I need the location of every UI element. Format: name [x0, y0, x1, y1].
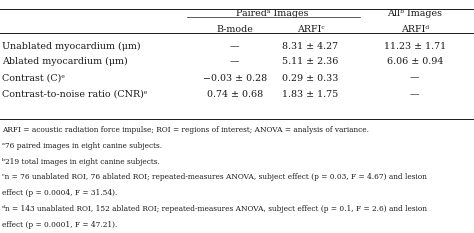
Text: Pairedᵃ Images: Pairedᵃ Images	[237, 9, 309, 17]
Text: —: —	[230, 42, 239, 51]
Text: Contrast-to-noise ratio (CNR)ᵉ: Contrast-to-noise ratio (CNR)ᵉ	[2, 90, 148, 99]
Text: effect (p = 0.0004, F = 31.54).: effect (p = 0.0004, F = 31.54).	[2, 189, 118, 197]
Text: Contrast (C)ᵉ: Contrast (C)ᵉ	[2, 74, 65, 82]
Text: ARFI = acoustic radiation force impulse; ROI = regions of interest; ANOVA = anal: ARFI = acoustic radiation force impulse;…	[2, 126, 369, 134]
Text: 11.23 ± 1.71: 11.23 ± 1.71	[383, 42, 446, 51]
Text: 0.74 ± 0.68: 0.74 ± 0.68	[207, 90, 263, 99]
Text: 5.11 ± 2.36: 5.11 ± 2.36	[283, 57, 338, 66]
Text: −0.03 ± 0.28: −0.03 ± 0.28	[202, 74, 267, 82]
Text: effect (p = 0.0001, F = 47.21).: effect (p = 0.0001, F = 47.21).	[2, 221, 118, 229]
Text: ᶜn = 76 unablated ROI, 76 ablated ROI; repeated-measures ANOVA, subject effect (: ᶜn = 76 unablated ROI, 76 ablated ROI; r…	[2, 173, 427, 181]
Text: Unablated myocardium (μm): Unablated myocardium (μm)	[2, 42, 141, 51]
Text: —: —	[410, 74, 419, 82]
Text: —: —	[230, 57, 239, 66]
Text: Allᵇ Images: Allᵇ Images	[387, 9, 442, 17]
Text: 1.83 ± 1.75: 1.83 ± 1.75	[283, 90, 338, 99]
Text: 0.29 ± 0.33: 0.29 ± 0.33	[283, 74, 338, 82]
Text: —: —	[410, 90, 419, 99]
Text: 6.06 ± 0.94: 6.06 ± 0.94	[387, 57, 443, 66]
Text: ARFIᶜ: ARFIᶜ	[297, 25, 324, 34]
Text: ᵈn = 143 unablated ROI, 152 ablated ROI; repeated-measures ANOVA, subject effect: ᵈn = 143 unablated ROI, 152 ablated ROI;…	[2, 205, 428, 213]
Text: ᵃ76 paired images in eight canine subjects.: ᵃ76 paired images in eight canine subjec…	[2, 142, 163, 150]
Text: ᵇ219 total images in eight canine subjects.: ᵇ219 total images in eight canine subjec…	[2, 158, 160, 165]
Text: ARFIᵈ: ARFIᵈ	[401, 25, 429, 34]
Text: 8.31 ± 4.27: 8.31 ± 4.27	[283, 42, 338, 51]
Text: Ablated myocardium (μm): Ablated myocardium (μm)	[2, 57, 128, 66]
Text: B-mode: B-mode	[216, 25, 253, 34]
